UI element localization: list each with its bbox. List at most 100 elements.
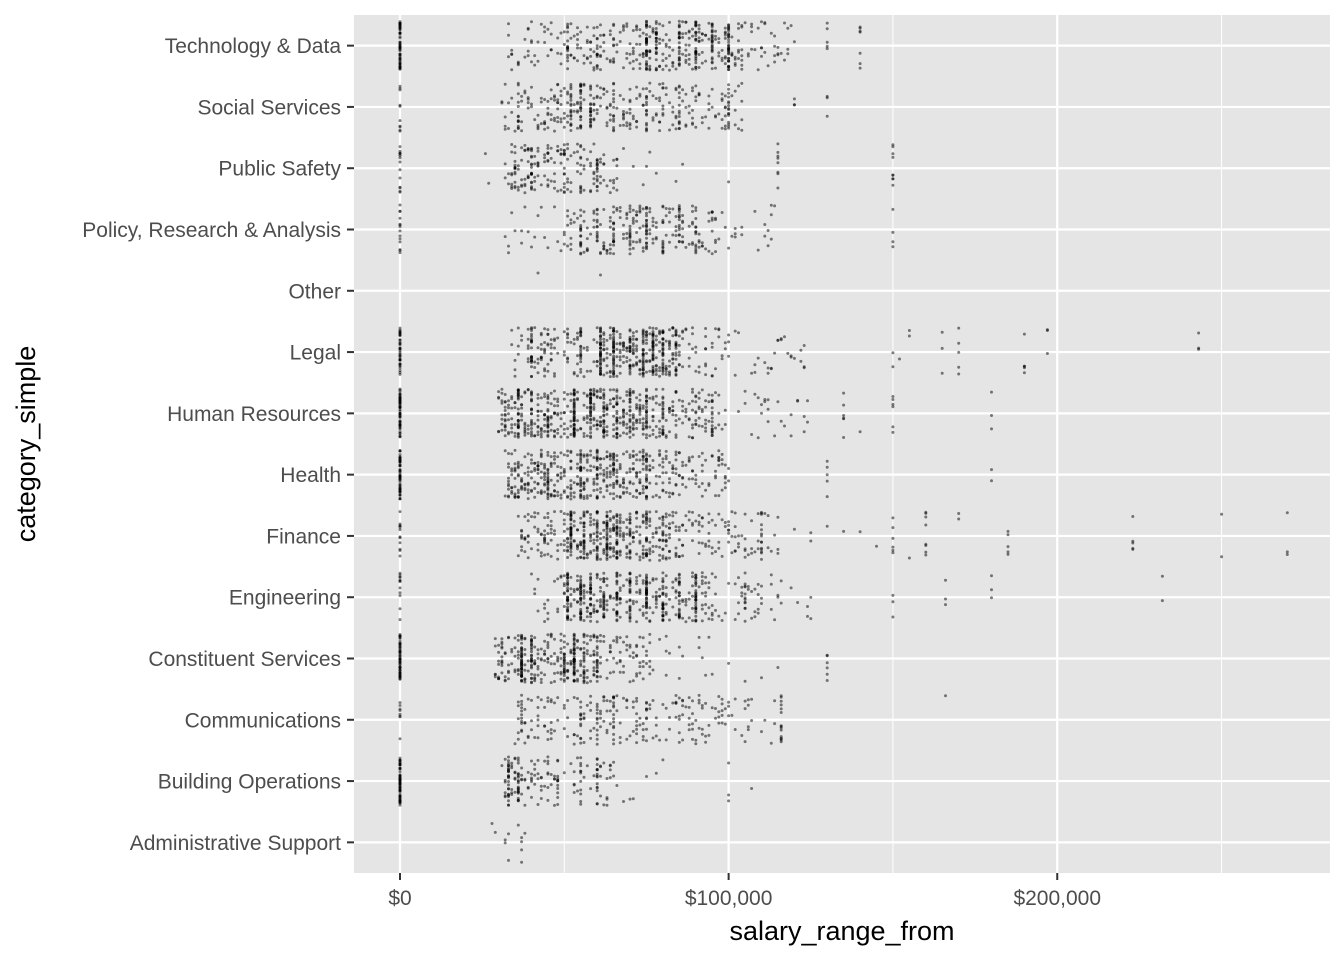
data-point	[674, 529, 678, 533]
data-point	[622, 415, 625, 419]
data-point	[589, 572, 593, 576]
data-point	[631, 337, 635, 341]
data-point	[694, 230, 698, 234]
data-point	[717, 411, 721, 415]
data-point	[615, 694, 619, 698]
data-point	[539, 551, 543, 555]
data-point	[530, 572, 533, 576]
data-point	[704, 575, 708, 579]
data-point	[631, 391, 635, 395]
data-point	[569, 154, 573, 158]
data-point	[641, 556, 645, 560]
data-point	[536, 409, 540, 413]
data-point	[605, 522, 609, 525]
data-point	[671, 413, 675, 417]
data-point	[628, 643, 632, 647]
data-point	[549, 118, 553, 122]
data-point	[398, 580, 402, 584]
data-point	[546, 144, 550, 147]
data-point	[714, 575, 717, 579]
data-point	[687, 518, 691, 522]
data-point	[595, 653, 599, 657]
data-point	[1197, 331, 1201, 335]
data-point	[700, 579, 704, 583]
data-point	[599, 415, 602, 419]
data-point	[654, 771, 658, 775]
data-point	[618, 513, 622, 517]
data-point	[612, 713, 616, 717]
data-point	[559, 496, 563, 500]
data-point	[707, 539, 711, 543]
data-point	[556, 494, 560, 498]
data-point	[615, 582, 619, 586]
data-point	[625, 360, 629, 363]
data-point	[661, 372, 665, 376]
data-point	[530, 476, 533, 480]
data-point	[602, 394, 606, 398]
data-point	[599, 712, 602, 716]
data-point	[907, 334, 911, 338]
data-point	[556, 144, 560, 148]
data-point	[618, 396, 622, 400]
data-point	[668, 533, 671, 536]
data-point	[615, 528, 619, 532]
data-point	[691, 436, 694, 440]
data-point	[631, 599, 635, 603]
data-point	[520, 158, 524, 162]
data-point	[891, 207, 895, 211]
data-point	[891, 351, 895, 355]
data-point	[592, 482, 596, 486]
data-point	[559, 543, 563, 546]
data-point	[700, 516, 704, 520]
data-point	[562, 727, 566, 731]
data-point	[743, 606, 747, 610]
data-point	[615, 347, 619, 351]
data-point	[579, 208, 583, 212]
data-point	[398, 326, 402, 330]
data-point	[733, 373, 737, 377]
data-point	[990, 479, 993, 483]
data-point	[549, 346, 553, 350]
data-point	[710, 210, 714, 214]
data-point	[674, 229, 678, 233]
data-point	[612, 526, 616, 530]
data-point	[618, 521, 622, 525]
data-point	[638, 458, 642, 462]
data-point	[510, 343, 514, 347]
data-point	[671, 351, 675, 355]
data-point	[536, 214, 540, 218]
data-point	[569, 236, 573, 240]
data-point	[582, 679, 586, 683]
data-point	[576, 574, 579, 578]
data-point	[628, 577, 632, 581]
data-point	[546, 759, 550, 763]
data-point	[635, 453, 639, 457]
data-point	[661, 363, 665, 367]
data-point	[674, 596, 678, 600]
data-point	[648, 481, 652, 485]
data-point	[651, 419, 655, 423]
data-point	[536, 724, 540, 728]
data-point	[641, 359, 645, 363]
data-point	[553, 374, 556, 378]
data-point	[615, 556, 619, 559]
data-point	[677, 525, 681, 529]
data-point	[907, 329, 911, 332]
data-point	[760, 523, 763, 527]
data-point	[566, 556, 570, 559]
data-point	[562, 143, 566, 147]
data-point	[707, 219, 711, 223]
data-point	[628, 346, 632, 350]
data-point	[585, 552, 589, 556]
data-point	[602, 208, 606, 211]
data-point	[585, 649, 589, 653]
data-point	[612, 357, 616, 361]
data-point	[645, 228, 648, 231]
data-point	[513, 756, 517, 760]
data-point	[802, 366, 806, 370]
data-point	[569, 410, 573, 414]
data-point	[990, 414, 993, 417]
data-point	[700, 732, 704, 736]
data-point	[635, 330, 639, 333]
data-point	[681, 227, 685, 231]
